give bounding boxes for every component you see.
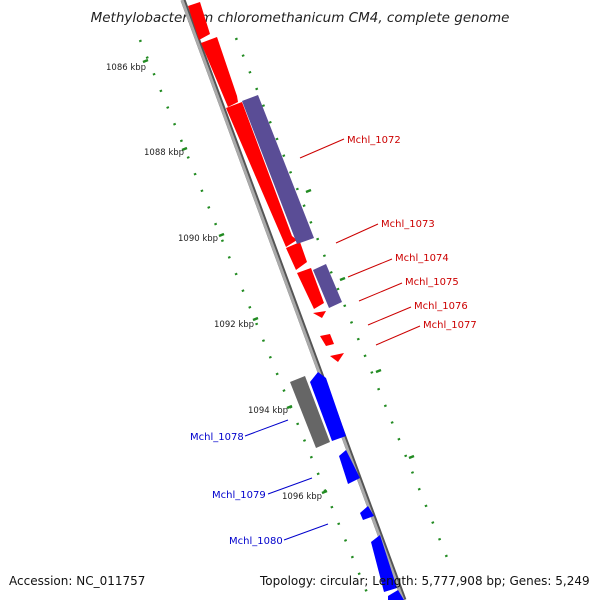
tick-label-1096: 1096 kbp [282, 492, 322, 502]
inner-tick-ring [138, 39, 372, 600]
tick-label-1088: 1088 kbp [144, 148, 184, 158]
gene-label-mchl-1073[interactable]: Mchl_1073 [381, 219, 435, 230]
tick-1086 [142, 58, 149, 64]
accession-label: Accession: NC_011757 [9, 574, 146, 588]
tick-label-1090: 1090 kbp [178, 234, 218, 244]
leader-mchl-1079 [267, 477, 313, 495]
tick-1094 [286, 404, 293, 410]
feature-gray-1 [290, 376, 330, 448]
tick-1096 [321, 489, 328, 495]
gene-arrow-red-3 [286, 242, 307, 270]
tick-label-1092: 1092 kbp [214, 320, 254, 330]
leader-mchl-1078 [244, 419, 289, 437]
topology-label: Topology: circular; Length: 5,777,908 bp… [260, 574, 590, 588]
gene-arrow-red-top [188, 2, 210, 40]
gene-arrow-red-5 [313, 311, 326, 318]
gene-arrow-red-1 [201, 37, 238, 107]
gene-arrow-red-6 [320, 334, 334, 346]
gene-arrow-red-7 [330, 353, 344, 362]
outer-tick-b [339, 276, 346, 282]
gene-arrow-red-4 [297, 268, 324, 309]
gene-arrow-blue-4 [371, 535, 397, 592]
gene-label-mchl-1079[interactable]: Mchl_1079 [212, 490, 266, 501]
gene-label-mchl-1074[interactable]: Mchl_1074 [395, 253, 449, 264]
gene-label-mchl-1076[interactable]: Mchl_1076 [414, 301, 468, 312]
gene-label-mchl-1080[interactable]: Mchl_1080 [229, 536, 283, 547]
leader-mchl-1075 [358, 282, 403, 302]
gene-label-mchl-1077[interactable]: Mchl_1077 [423, 320, 477, 331]
feature-purple-2 [313, 264, 342, 308]
outer-tick-ring [234, 37, 450, 561]
feature-purple-1 [242, 95, 314, 244]
leader-mchl-1073 [335, 223, 379, 244]
tick-label-1086: 1086 kbp [106, 63, 146, 73]
leader-mchl-1072 [299, 138, 345, 159]
tick-1092 [252, 316, 259, 322]
gene-arrow-red-2 [226, 102, 297, 247]
backbone [180, 0, 405, 600]
gene-label-mchl-1072[interactable]: Mchl_1072 [347, 135, 401, 146]
gene-label-mchl-1078[interactable]: Mchl_1078 [190, 432, 244, 443]
tick-1090 [218, 232, 225, 238]
gene-label-mchl-1075[interactable]: Mchl_1075 [405, 277, 459, 288]
gene-arrow-blue-3 [360, 506, 374, 520]
leader-mchl-1074 [347, 258, 393, 278]
leader-mchl-1080 [283, 523, 329, 541]
gene-arrow-blue-5 [388, 590, 404, 600]
outer-tick-a [305, 188, 312, 194]
tick-label-1094: 1094 kbp [248, 406, 288, 416]
leader-mchl-1077 [375, 325, 421, 346]
tick-1088 [181, 146, 188, 152]
outer-tick-c [375, 368, 382, 374]
gene-arrow-blue-1 [310, 372, 346, 441]
gene-arrow-blue-2 [339, 450, 360, 484]
outer-tick-d [408, 454, 415, 460]
leader-mchl-1076 [367, 306, 412, 326]
